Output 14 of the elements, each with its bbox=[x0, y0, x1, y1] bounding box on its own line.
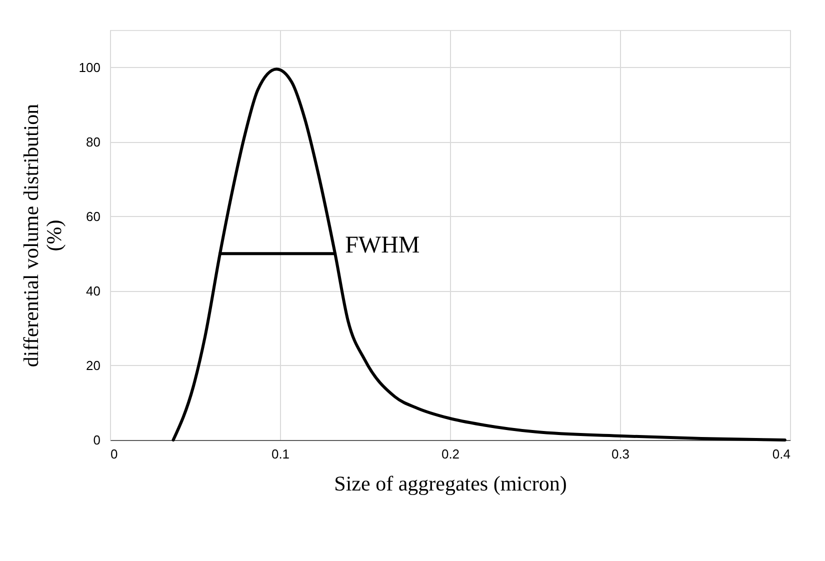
x-tick-label: 0 bbox=[110, 446, 118, 462]
y-tick-label: 100 bbox=[78, 60, 100, 75]
y-tick-label: 80 bbox=[86, 134, 100, 150]
x-axis-title: Size of aggregates (micron) bbox=[334, 472, 567, 496]
y-tick-label: 0 bbox=[93, 432, 100, 448]
y-axis-title: differential volume distribution (%) bbox=[18, 103, 66, 368]
x-tick-label: 0.4 bbox=[772, 446, 790, 462]
y-tick-label: 40 bbox=[86, 283, 100, 298]
x-tick-label: 0.2 bbox=[441, 446, 460, 462]
x-tick-label: 0.1 bbox=[271, 446, 290, 462]
y-tick-label: 60 bbox=[86, 208, 100, 224]
annotation: FWHM bbox=[345, 232, 420, 259]
y-tick-label: 20 bbox=[86, 358, 100, 373]
x-tick-label: 0.3 bbox=[611, 446, 630, 462]
